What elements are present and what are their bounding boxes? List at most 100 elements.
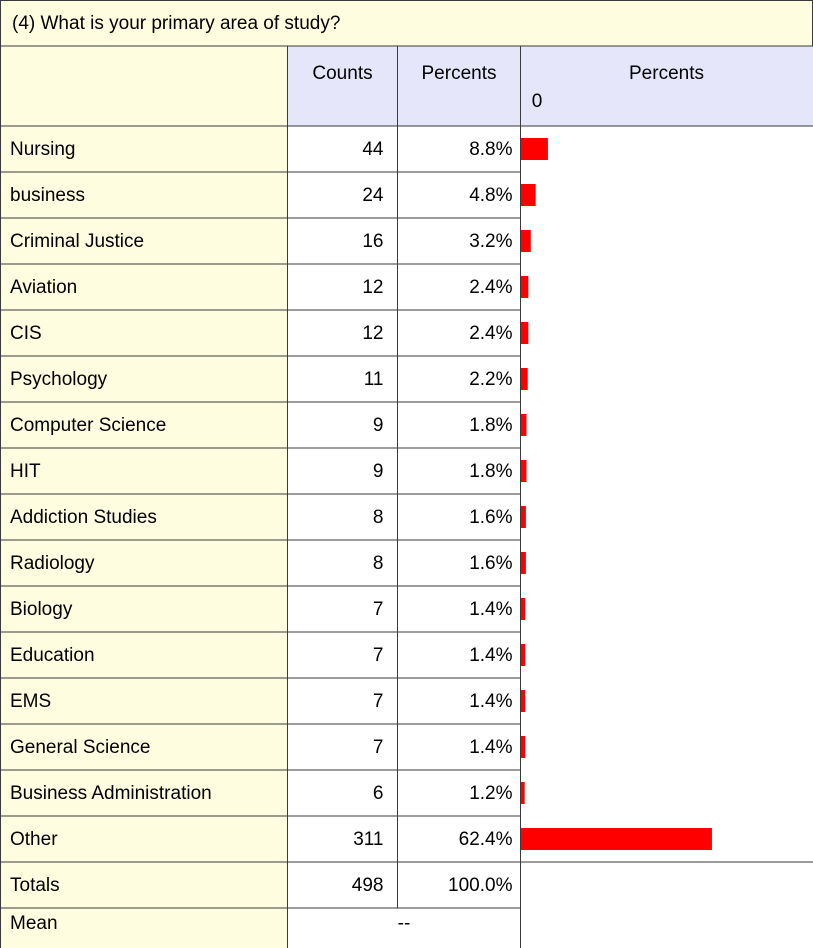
row-label: Computer Science xyxy=(10,415,166,436)
label-cell xyxy=(0,171,288,219)
count: 9 xyxy=(373,415,384,436)
percent: 1.4% xyxy=(469,737,512,758)
totals-percent: 100.0% xyxy=(448,875,513,896)
bar xyxy=(521,414,527,436)
count: 24 xyxy=(362,185,384,206)
percent-cell xyxy=(397,815,521,863)
bar xyxy=(521,230,531,252)
percent-cell xyxy=(397,355,521,403)
row-label: HIT xyxy=(10,461,41,482)
percent: 3.2% xyxy=(469,231,512,252)
bar xyxy=(521,322,529,344)
percent: 1.2% xyxy=(469,783,512,804)
count-cell xyxy=(287,125,398,173)
bar xyxy=(521,138,548,160)
count-cell xyxy=(287,539,398,587)
label-cell xyxy=(0,677,288,725)
row-label: Other xyxy=(10,829,58,850)
label-cell xyxy=(0,539,288,587)
bar xyxy=(521,184,536,206)
mean-cell xyxy=(287,907,521,948)
header-cell xyxy=(397,45,521,127)
count: 44 xyxy=(362,139,384,160)
bar xyxy=(521,506,526,528)
title-cell xyxy=(0,0,813,47)
count: 311 xyxy=(353,829,383,850)
header-cell xyxy=(287,45,398,127)
count: 7 xyxy=(373,645,384,666)
label-cell xyxy=(0,815,288,863)
percent: 1.4% xyxy=(469,599,512,620)
column-header: Counts xyxy=(312,63,372,84)
count-cell xyxy=(287,769,398,817)
percent-cell xyxy=(397,125,521,173)
percent: 2.4% xyxy=(469,277,512,298)
count: 8 xyxy=(373,507,384,528)
label-cell xyxy=(0,769,288,817)
count: 6 xyxy=(373,783,384,804)
percent: 1.8% xyxy=(469,415,512,436)
percent: 1.6% xyxy=(469,553,512,574)
row-label: Addiction Studies xyxy=(10,507,157,528)
bar xyxy=(521,782,525,804)
count-cell xyxy=(287,309,398,357)
percent: 2.2% xyxy=(469,369,512,390)
bar-column xyxy=(520,125,813,863)
percent: 4.8% xyxy=(469,185,512,206)
bar xyxy=(521,644,526,666)
label-cell xyxy=(0,309,288,357)
count: 12 xyxy=(362,277,383,298)
header-cell xyxy=(520,45,813,127)
label-cell xyxy=(0,447,288,495)
count: 12 xyxy=(362,323,383,344)
label-cell xyxy=(0,401,288,449)
totals-label: Totals xyxy=(10,875,60,896)
count-cell xyxy=(287,677,398,725)
count-cell xyxy=(287,355,398,403)
bar xyxy=(521,460,527,482)
title: (4) What is your primary area of study? xyxy=(12,13,340,34)
row-label: Biology xyxy=(10,599,73,620)
count-cell xyxy=(287,401,398,449)
label-cell xyxy=(0,125,288,173)
percent-cell xyxy=(397,447,521,495)
bar xyxy=(521,828,712,850)
count: 9 xyxy=(373,461,384,482)
count-cell xyxy=(287,447,398,495)
bar xyxy=(521,598,526,620)
percent: 1.4% xyxy=(469,691,512,712)
label-cell xyxy=(0,861,288,909)
percent: 1.6% xyxy=(469,507,512,528)
percent: 8.8% xyxy=(469,139,512,160)
row-label: General Science xyxy=(10,737,150,758)
row-label: Business Administration xyxy=(10,783,212,804)
count-cell xyxy=(287,585,398,633)
percent: 62.4% xyxy=(459,829,513,850)
bar xyxy=(521,552,526,574)
label-cell xyxy=(0,723,288,771)
count: 8 xyxy=(373,553,384,574)
percent-cell xyxy=(397,309,521,357)
bar xyxy=(521,736,526,758)
row-label: Criminal Justice xyxy=(10,231,144,252)
count-cell xyxy=(287,171,398,219)
label-cell xyxy=(0,217,288,265)
bar xyxy=(521,368,528,390)
count: 16 xyxy=(362,231,383,252)
percent-cell xyxy=(397,769,521,817)
row-label: business xyxy=(10,185,85,206)
row-label: Aviation xyxy=(10,277,77,298)
count-cell xyxy=(287,723,398,771)
count: 7 xyxy=(373,599,384,620)
row-label: Psychology xyxy=(10,369,108,390)
bar xyxy=(521,276,529,298)
label-cell xyxy=(0,355,288,403)
percent: 2.4% xyxy=(469,323,512,344)
count: 11 xyxy=(364,369,384,390)
totals-count: 498 xyxy=(352,875,384,896)
row-label: Radiology xyxy=(10,553,95,574)
percent-cell xyxy=(397,217,521,265)
percent-cell xyxy=(397,539,521,587)
